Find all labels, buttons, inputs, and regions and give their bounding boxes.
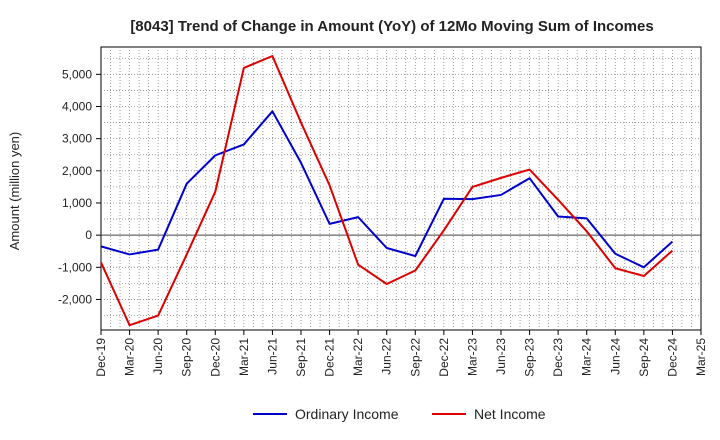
x-tick-label: Dec-19 [94,338,108,377]
x-tick-label: Dec-22 [437,338,451,377]
y-tick-label: 1,000 [62,196,92,210]
y-tick-label: 4,000 [62,99,92,113]
x-tick-label: Jun-23 [494,338,508,375]
chart-title: [8043] Trend of Change in Amount (YoY) o… [130,18,653,35]
x-tick-label: Jun-24 [608,338,622,375]
y-axis-label: Amount (million yen) [7,132,22,251]
x-tick-label: Sep-20 [180,338,194,377]
x-tick-label: Sep-21 [294,338,308,377]
x-axis: Dec-19 Mar-20 Jun-20 Sep-20 Dec-20 Mar-21 Jun-… [94,330,708,377]
x-tick-label: Sep-22 [408,338,422,377]
y-tick-label: -2,000 [58,292,92,306]
plot-area [100,46,702,331]
x-tick-label: Mar-22 [351,338,365,376]
grid [101,47,701,330]
series-group [100,55,674,327]
y-tick-label: 0 [85,228,92,242]
x-tick-label: Mar-20 [123,338,137,376]
x-tick-label: Jun-22 [380,338,394,375]
y-tick-label: -1,000 [58,260,92,274]
y-tick-label: 5,000 [62,67,92,81]
legend-label-net-income: Net Income [474,406,546,422]
x-tick-label: Sep-23 [523,338,537,377]
x-tick-label: Mar-24 [580,338,594,376]
x-tick-label: Mar-23 [465,338,479,376]
series-line-ordinary-income [100,110,674,269]
x-tick-label: Jun-20 [151,338,165,375]
legend: Ordinary Income Net Income [253,406,546,422]
y-tick-label: 2,000 [62,164,92,178]
x-tick-label: Dec-23 [551,338,565,377]
legend-label-ordinary-income: Ordinary Income [295,406,399,422]
y-tick-label: 3,000 [62,132,92,146]
x-tick-label: Sep-24 [637,338,651,377]
x-tick-label: Mar-21 [237,338,251,376]
x-tick-label: Mar-25 [694,338,708,376]
x-tick-label: Dec-21 [323,338,337,377]
x-tick-label: Dec-24 [665,338,679,377]
y-axis: -2,000 -1,000 0 1,000 2,000 3,000 4,000 5,000 [58,67,101,306]
x-tick-label: Dec-20 [208,338,222,377]
series-line-net-income [100,55,674,327]
x-tick-label: Jun-21 [265,338,279,375]
